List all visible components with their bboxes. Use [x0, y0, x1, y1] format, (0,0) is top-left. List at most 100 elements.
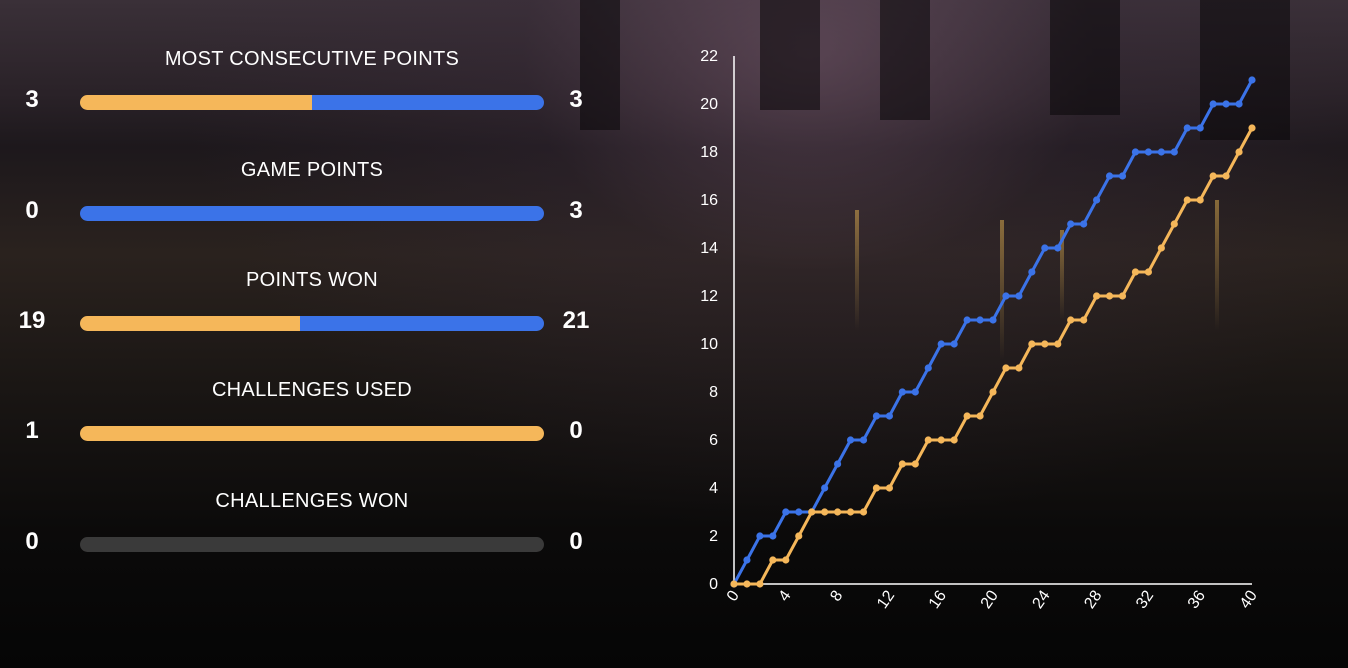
- stat-left-value: 19: [18, 307, 46, 334]
- series-point-0: [795, 508, 803, 516]
- stat-left-value: 0: [25, 197, 39, 224]
- series-point-1: [937, 436, 945, 444]
- x-tick-label: 16: [926, 587, 950, 611]
- series-point-1: [1196, 196, 1204, 204]
- series-point-1: [795, 532, 803, 540]
- series-point-1: [872, 484, 881, 492]
- points-progression-chart: 0 2 4 6 8 10 12 14 16 18 20 22 0 4 8 12 16 20 24 28 32 36 40: [690, 40, 1270, 640]
- series-point-0: [859, 436, 868, 444]
- series-point-1: [1170, 220, 1178, 228]
- x-tick-label: 36: [1185, 587, 1209, 611]
- bar-segment-player-b: [80, 206, 544, 221]
- series-point-0: [1170, 148, 1178, 156]
- series-point-1: [1235, 148, 1243, 156]
- series-point-0: [1144, 148, 1152, 156]
- x-tick-label: 8: [827, 587, 846, 604]
- series-point-1: [1131, 268, 1140, 276]
- series-point-0: [1067, 220, 1075, 228]
- stat-title: CHALLENGES USED: [211, 379, 413, 401]
- bar-segment-player-a: [80, 316, 301, 331]
- y-tick-label: 2: [709, 528, 718, 545]
- series-point-0: [1028, 268, 1036, 276]
- series-point-1: [911, 460, 919, 468]
- series-point-1: [1067, 316, 1075, 324]
- series-point-1: [859, 508, 868, 516]
- stat-comparison-bar: [80, 426, 544, 441]
- y-tick-label: 18: [700, 144, 718, 161]
- series-point-0: [963, 316, 971, 324]
- series-point-0: [1118, 172, 1127, 180]
- series-point-0: [743, 556, 751, 564]
- bar-segment-player-a: [80, 426, 544, 441]
- series-point-0: [1080, 220, 1088, 228]
- series-point-1: [924, 436, 932, 444]
- series-point-1: [1209, 172, 1217, 180]
- x-tick-label: 20: [978, 587, 1002, 611]
- series-point-1: [976, 412, 984, 420]
- series-point-1: [1028, 340, 1036, 348]
- series-point-0: [1105, 172, 1114, 180]
- y-tick-label: 16: [700, 192, 718, 209]
- x-tick-label: 0: [724, 587, 743, 604]
- stat-left-value: 3: [25, 86, 39, 113]
- series-point-1: [1093, 292, 1101, 300]
- y-tick-label: 20: [700, 96, 718, 113]
- series-point-1: [808, 508, 816, 516]
- series-point-1: [834, 508, 842, 516]
- series-point-0: [1209, 100, 1217, 108]
- series-point-0: [872, 412, 881, 420]
- series-point-0: [898, 388, 906, 396]
- series-point-0: [976, 316, 984, 324]
- stat-title: POINTS WON: [246, 269, 378, 291]
- stat-right-value: 0: [569, 528, 583, 555]
- series-point-0: [1196, 124, 1204, 132]
- series-point-0: [1002, 292, 1010, 300]
- x-tick-label: 4: [776, 587, 795, 604]
- series-point-0: [834, 460, 842, 468]
- series-point-0: [1183, 124, 1191, 132]
- series-point-1: [1002, 364, 1010, 372]
- stat-title: CHALLENGES WON: [215, 490, 409, 512]
- series-point-1: [846, 508, 855, 516]
- stat-right-value: 21: [562, 307, 590, 334]
- series-point-1: [821, 508, 829, 516]
- stat-right-value: 3: [569, 86, 583, 113]
- series-point-1: [782, 556, 790, 564]
- series-point-1: [756, 580, 764, 588]
- series-point-1: [1015, 364, 1023, 372]
- series-point-0: [937, 340, 945, 348]
- y-tick-label: 6: [709, 432, 718, 449]
- y-tick-label: 0: [709, 576, 718, 593]
- y-tick-label: 12: [700, 288, 718, 305]
- series-point-0: [1041, 244, 1049, 252]
- bar-segment-player-b: [300, 316, 544, 331]
- x-tick-label: 40: [1237, 587, 1261, 611]
- x-tick-label: 28: [1081, 587, 1105, 611]
- series-point-1: [989, 388, 997, 396]
- stat-right-value: 0: [569, 417, 583, 444]
- series-point-1: [898, 460, 906, 468]
- series-point-1: [963, 412, 971, 420]
- series-point-1: [730, 580, 738, 588]
- series-point-1: [950, 436, 958, 444]
- series-point-0: [950, 340, 958, 348]
- x-tick-label: 12: [874, 587, 898, 611]
- series-line-0: [732, 78, 1254, 586]
- series-point-1: [1248, 124, 1256, 132]
- series-point-1: [1222, 172, 1230, 180]
- series-point-1: [1118, 292, 1127, 300]
- stat-comparison-bar: [80, 95, 544, 110]
- series-point-0: [911, 388, 919, 396]
- stat-left-value: 0: [25, 528, 39, 555]
- series-point-0: [1054, 244, 1062, 252]
- series-point-0: [821, 484, 829, 492]
- series-point-1: [1054, 340, 1062, 348]
- series-point-1: [743, 580, 751, 588]
- series-point-1: [769, 556, 777, 564]
- series-point-0: [846, 436, 855, 444]
- y-tick-label: 10: [700, 336, 718, 353]
- series-point-0: [924, 364, 932, 372]
- series-point-0: [885, 412, 893, 420]
- stat-title: MOST CONSECUTIVE POINTS: [164, 48, 460, 70]
- stat-comparison-bar: [80, 537, 544, 552]
